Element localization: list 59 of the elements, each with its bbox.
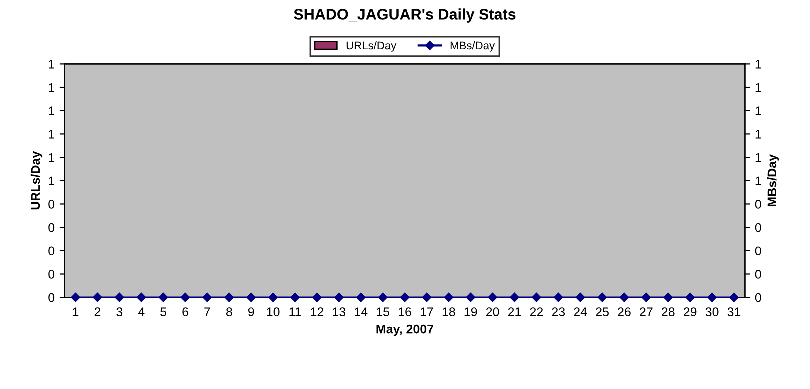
- chart-title: SHADO_JAGUAR's Daily Stats: [294, 8, 516, 23]
- y-tick-label: 0: [48, 270, 55, 279]
- x-tick-label: 17: [420, 308, 434, 316]
- x-tick-label: 25: [596, 308, 609, 316]
- x-tick-label: 30: [706, 308, 719, 316]
- x-tick-label: 14: [355, 308, 368, 316]
- x-tick-label: 6: [182, 308, 188, 316]
- y-tick-label: 1: [49, 130, 54, 139]
- y-tick-label: 1: [49, 83, 54, 92]
- x-tick-label: 27: [640, 308, 653, 316]
- y-tick-label: 0: [48, 246, 55, 256]
- x-tick-label: 13: [333, 308, 346, 316]
- x-tick-label: 16: [399, 308, 412, 316]
- x-tick-label: 18: [442, 308, 456, 316]
- y-tick-label: 1: [49, 176, 54, 186]
- x-tick-label: 7: [204, 308, 210, 316]
- x-tick-label: 15: [377, 308, 390, 316]
- x-tick-label: 26: [618, 308, 631, 316]
- x-tick-label: 20: [486, 308, 500, 316]
- y-tick-label: 0: [48, 293, 55, 302]
- y-tick-label: 1: [49, 106, 54, 116]
- x-tick-label: 29: [684, 308, 697, 316]
- y-axis-title: URLs/Day: [30, 151, 43, 210]
- y2-tick-label: 1: [756, 83, 762, 92]
- x-axis-title: May, 2007: [376, 324, 434, 336]
- y2-tick-label: 1: [756, 153, 762, 162]
- y2-tick-label: 1: [756, 106, 762, 116]
- x-tick-label: 5: [160, 308, 167, 316]
- x-tick-label: 24: [574, 308, 588, 316]
- x-tick-label: 10: [267, 308, 280, 316]
- y-tick-label: 0: [48, 223, 55, 232]
- y-tick-label: 1: [49, 153, 54, 162]
- y-tick-label: 0: [48, 200, 55, 209]
- y2-tick-label: 1: [756, 60, 762, 69]
- x-tick-label: 21: [508, 308, 522, 316]
- x-tick-label: 2: [94, 308, 101, 316]
- x-tick-label: 11: [290, 308, 302, 316]
- y-tick-label: 1: [49, 60, 54, 69]
- x-tick-label: 19: [464, 308, 478, 316]
- x-tick-label: 9: [248, 308, 254, 316]
- y2-tick-label: 0: [755, 246, 762, 256]
- y2-axis-title: MBs/Day: [767, 154, 780, 206]
- x-tick-label: 4: [138, 308, 145, 316]
- y2-tick-label: 1: [756, 130, 762, 139]
- x-tick-label: 31: [728, 308, 741, 316]
- x-tick-label: 22: [530, 308, 544, 316]
- legend-label: MBs/Day: [450, 41, 496, 52]
- legend-label: URLs/Day: [346, 41, 397, 52]
- x-tick-label: 1: [73, 308, 79, 316]
- y2-tick-label: 0: [755, 293, 762, 302]
- y2-tick-label: 0: [755, 270, 762, 279]
- x-tick-label: 28: [662, 308, 675, 316]
- y2-tick-label: 1: [756, 176, 762, 186]
- x-tick-label: 23: [552, 308, 566, 316]
- x-tick-label: 12: [311, 308, 324, 316]
- y2-tick-label: 0: [755, 200, 762, 209]
- x-tick-label: 8: [226, 308, 232, 316]
- y2-tick-label: 0: [755, 223, 762, 232]
- x-tick-label: 3: [116, 308, 123, 316]
